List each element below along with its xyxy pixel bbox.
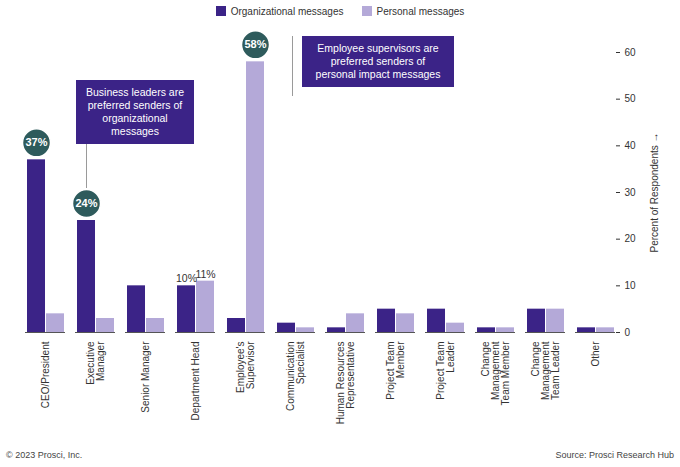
svg-text:50: 50	[625, 93, 637, 104]
svg-text:Project TeamMember: Project TeamMember	[385, 341, 406, 400]
html-text:© 2023 Prosci, Inc.: © 2023 Prosci, Inc.	[6, 449, 83, 460]
svg-text:Human ResourcesRepresentative: Human ResourcesRepresentative	[335, 341, 356, 424]
html-text:Employee supervisors are prefe: Employee supervisors are preferred sende…	[315, 42, 441, 80]
svg-text:60: 60	[625, 47, 637, 58]
svg-text:Percent of Respondents →: Percent of Respondents →	[649, 132, 660, 252]
svg-text:Other: Other	[590, 341, 601, 367]
svg-text:40: 40	[625, 140, 637, 151]
html-text:Business leaders are preferred: Business leaders are preferred senders o…	[86, 86, 184, 137]
svg-text:ChangeManagementTeam Leader: ChangeManagementTeam Leader	[530, 341, 561, 400]
svg-text:Senior Manager: Senior Manager	[140, 341, 151, 413]
svg-text:58%: 58%	[244, 38, 266, 50]
svg-text:10: 10	[625, 280, 637, 291]
html-text:Personal messages: Personal messages	[376, 5, 465, 17]
html-text:Organizational messages: Organizational messages	[230, 5, 344, 17]
svg-text:37%: 37%	[25, 136, 47, 148]
svg-text:ExecutiveManager: ExecutiveManager	[85, 341, 106, 385]
svg-text:CEO/President: CEO/President	[40, 341, 51, 408]
svg-text:Project TeamLeader: Project TeamLeader	[435, 341, 456, 400]
svg-text:CommunicationSpecialist: CommunicationSpecialist	[285, 341, 306, 411]
svg-text:Employee'sSupervisor: Employee'sSupervisor	[235, 341, 256, 393]
svg-text:24%: 24%	[75, 197, 97, 209]
svg-text:10%: 10%	[176, 272, 197, 284]
svg-text:11%: 11%	[195, 268, 215, 280]
svg-text:Department Head: Department Head	[190, 342, 201, 421]
svg-text:ChangeManagementTeam Member: ChangeManagementTeam Member	[480, 341, 511, 406]
svg-text:30: 30	[625, 187, 637, 198]
html-text:Source: Prosci Research Hub: Source: Prosci Research Hub	[555, 449, 674, 460]
svg-text:20: 20	[625, 233, 637, 244]
svg-text:0: 0	[625, 327, 631, 338]
